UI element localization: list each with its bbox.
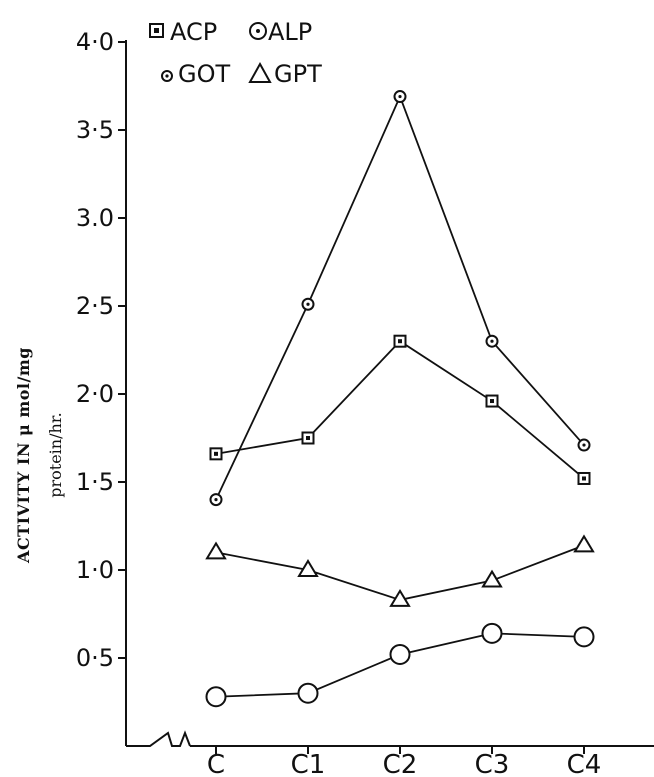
data-point-acp-center [306, 436, 310, 440]
x-tick-label: C1 [291, 750, 326, 777]
y-tick-label: 1·5 [76, 468, 114, 496]
data-point-got-center [306, 302, 310, 306]
y-tick-label: 2·0 [76, 380, 114, 408]
x-tick-label: C4 [567, 750, 602, 777]
y-axis-label: ACTIVITY IN μ mol/mg [14, 347, 33, 564]
legend-item-gpt: GPT [248, 60, 322, 88]
data-point-gpt [297, 559, 319, 577]
x-tick-label: C3 [475, 750, 510, 777]
legend-item-got: GOT [161, 60, 230, 88]
series-line-acp [215, 340, 585, 480]
data-point-gpt [573, 534, 595, 553]
circle-marker-center-icon [256, 29, 260, 33]
triangle-marker-icon [248, 61, 272, 83]
legend: ACP ALP GOT GPT [149, 18, 322, 88]
data-point-acp-center [582, 476, 586, 481]
data-point-got-center [214, 498, 218, 502]
data-point-alp [481, 622, 503, 644]
legend-label-acp: ACP [170, 18, 217, 46]
data-point-acp-center [398, 339, 402, 344]
data-point-alp [573, 626, 595, 648]
data-point-gpt [481, 569, 503, 588]
series-alp [205, 622, 595, 708]
data-point-got-center [490, 339, 494, 343]
data-point-alp [205, 686, 227, 708]
series-line-got [215, 94, 585, 500]
y-tick-label: 0·5 [76, 644, 114, 672]
legend-item-alp: ALP [249, 18, 312, 46]
data-point-gpt [389, 588, 411, 607]
data-point-got-center [582, 443, 586, 447]
y-tick-label: 1·0 [76, 556, 114, 584]
data-point-acp-center [214, 451, 218, 456]
series-acp [209, 334, 591, 485]
y-tick-label: 3·5 [76, 116, 114, 144]
data-point-got-center [398, 94, 402, 99]
series-line-alp [215, 632, 585, 698]
y-tick-label: 3.0 [76, 204, 114, 232]
data-point-acp-center [490, 399, 494, 404]
legend-label-gpt: GPT [274, 60, 322, 88]
dot-circle-marker-center-icon [165, 74, 169, 78]
series-got [209, 90, 591, 507]
y-tick-label: 4·0 [76, 28, 114, 56]
y-axis-title: ACTIVITY IN μ mol/mg protein/hr. [14, 347, 65, 564]
y-tick-label: 2·5 [76, 292, 114, 320]
legend-label-alp: ALP [268, 18, 312, 46]
y-axis-label-line2: protein/hr. [46, 412, 65, 498]
x-tick-label: C [207, 750, 225, 777]
data-point-alp [389, 643, 411, 665]
x-tick-label: C2 [383, 750, 418, 777]
series-group [205, 90, 595, 708]
legend-label-got: GOT [178, 60, 230, 88]
data-point-alp [297, 682, 319, 704]
x-ticks: C C1 C2 C3 C4 [207, 746, 601, 777]
data-point-gpt [205, 541, 227, 560]
x-axis-break [126, 730, 191, 747]
legend-item-acp: ACP [149, 18, 217, 46]
square-marker-center-icon [154, 28, 159, 33]
y-ticks: 0·5 1·0 1·5 2·0 2·5 3.0 3·5 4·0 [76, 28, 126, 672]
series-gpt [205, 534, 595, 607]
